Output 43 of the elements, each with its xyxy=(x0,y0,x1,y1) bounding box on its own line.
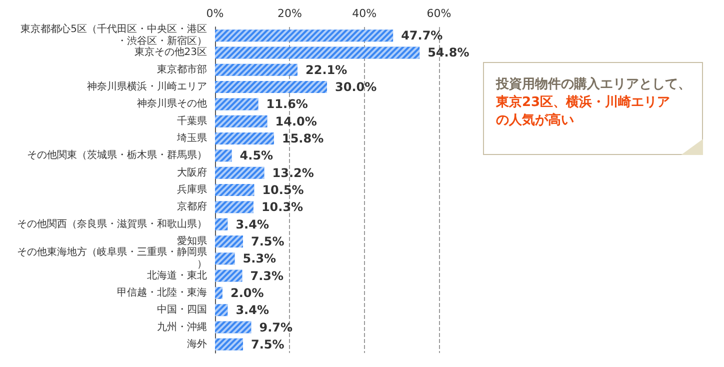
y-tick-label: 大阪府 xyxy=(177,166,207,178)
y-tick-label: 甲信越・北陸・東海 xyxy=(117,286,207,298)
data-label: 2.0% xyxy=(230,286,264,300)
note-card: 投資用物件の購入エリアとして、 東京23区、横浜・川崎エリアの人気が高い xyxy=(483,62,703,155)
x-tick-label: 20% xyxy=(277,7,302,20)
data-label: 54.8% xyxy=(428,46,470,60)
y-tick-label: 埼玉県 xyxy=(176,132,207,144)
y-tick-label: 神奈川県その他 xyxy=(137,98,207,110)
y-tick-label: 神奈川県横浜・川崎エリア xyxy=(87,80,207,93)
data-label: 7.5% xyxy=(251,234,284,248)
y-tick-label: その他関東（茨城県・栃木県・群馬県） xyxy=(27,149,207,162)
data-label: 4.5% xyxy=(240,148,274,163)
data-label: 3.4% xyxy=(236,303,269,318)
x-tick-label: 40% xyxy=(352,7,377,20)
data-label: 7.3% xyxy=(250,268,284,283)
y-tick-label: 東京都市部 xyxy=(157,63,207,76)
y-tick-label: 九州・沖縄 xyxy=(157,320,207,333)
data-label: 14.0% xyxy=(275,114,317,128)
data-label: 7.5% xyxy=(251,337,284,352)
y-tick-label: 東京都都心5区（千代田区・中央区・港区・渋谷区・新宿区） xyxy=(20,23,207,48)
y-tick-label: その他関西（奈良県・滋賀県・和歌山県） xyxy=(17,218,207,230)
data-label: 13.2% xyxy=(272,166,314,180)
y-tick-label: 愛知県 xyxy=(177,234,207,247)
x-tick-label: 0% xyxy=(206,7,224,20)
data-label: 9.7% xyxy=(259,320,292,334)
data-label: 5.3% xyxy=(242,252,276,266)
y-tick-label: 中国・四国 xyxy=(157,304,207,316)
data-label: 11.6% xyxy=(266,97,308,112)
data-label: 22.1% xyxy=(306,62,348,77)
y-tick-label: その他東海地方（岐阜県・三重県・静岡県） xyxy=(17,246,207,270)
y-tick-label: 東京その他23区 xyxy=(134,46,207,58)
data-label: 47.7% xyxy=(401,28,443,43)
data-label: 15.8% xyxy=(282,132,324,146)
y-tick-label: 兵庫県 xyxy=(177,184,207,196)
data-label: 3.4% xyxy=(236,217,269,232)
y-tick-label: 海外 xyxy=(187,338,207,350)
data-label: 10.3% xyxy=(261,200,304,214)
data-label: 10.5% xyxy=(262,183,304,197)
y-tick-label: 北海道・東北 xyxy=(147,269,207,282)
data-label: 30.0% xyxy=(335,80,377,94)
x-tick-label: 60% xyxy=(426,7,452,20)
y-tick-label: 千葉県 xyxy=(177,114,207,127)
y-tick-label: 京都府 xyxy=(177,200,207,213)
